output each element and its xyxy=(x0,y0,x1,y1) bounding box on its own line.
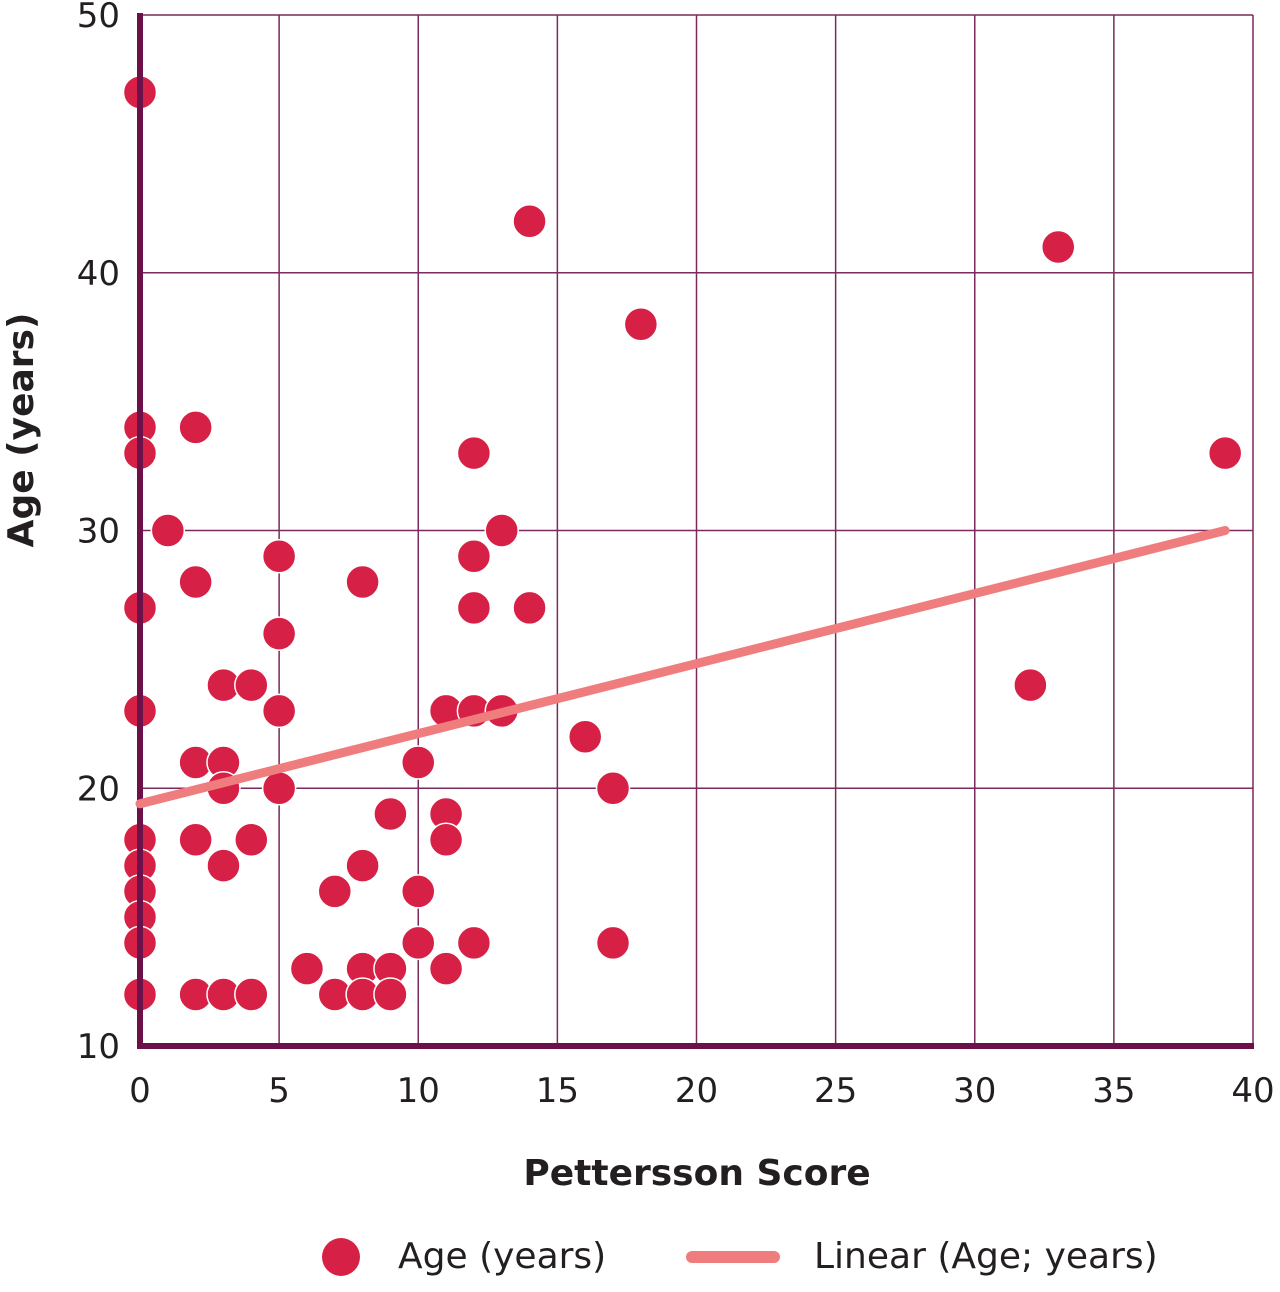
circle-marker-icon xyxy=(322,1237,360,1276)
data-point xyxy=(178,822,213,858)
data-point xyxy=(373,796,408,832)
legend: Age (years) Linear (Age; years) xyxy=(0,1236,1280,1292)
data-point xyxy=(234,822,269,858)
line-marker-icon xyxy=(686,1250,780,1263)
y-tick-label: 50 xyxy=(77,0,120,36)
legend-item-age: Age (years) xyxy=(322,1236,606,1277)
x-tick-label: 15 xyxy=(536,1071,579,1111)
x-tick-label: 25 xyxy=(814,1071,857,1111)
y-tick-label: 40 xyxy=(77,254,120,294)
data-point xyxy=(484,513,519,548)
data-point xyxy=(456,590,492,626)
data-point xyxy=(623,307,659,342)
data-point xyxy=(595,925,631,961)
data-point xyxy=(345,564,380,600)
data-point xyxy=(595,771,631,806)
data-point xyxy=(150,513,186,548)
data-point xyxy=(178,410,213,445)
y-tick-label: 10 xyxy=(77,1027,120,1067)
y-tick-label: 20 xyxy=(77,769,120,809)
grid-lines xyxy=(139,14,1254,1047)
data-point xyxy=(289,951,325,986)
x-tick-label: 10 xyxy=(397,1071,440,1111)
data-point xyxy=(401,925,436,961)
data-point xyxy=(512,590,547,626)
trend-line xyxy=(135,526,1230,809)
data-point xyxy=(178,564,213,600)
data-point xyxy=(345,848,380,883)
data-point xyxy=(401,745,436,780)
data-point xyxy=(512,203,547,239)
y-tick-label: 30 xyxy=(77,512,120,552)
legend-item-linear: Linear (Age; years) xyxy=(686,1236,1158,1277)
x-axis-title: Pettersson Score xyxy=(523,1153,870,1194)
axes xyxy=(137,13,1254,1049)
data-points xyxy=(122,75,1243,1012)
x-tick-labels: 0 5 10 15 20 25 30 35 40 xyxy=(129,1071,1274,1111)
data-point xyxy=(234,977,269,1012)
data-point xyxy=(261,693,297,729)
legend-label-age: Age (years) xyxy=(398,1236,607,1277)
data-point xyxy=(206,848,241,883)
data-point xyxy=(456,925,492,961)
legend-label-linear: Linear (Age; years) xyxy=(814,1236,1158,1277)
y-tick-labels: 10 20 30 40 50 xyxy=(77,0,120,1067)
data-point xyxy=(261,771,297,806)
x-tick-label: 35 xyxy=(1092,1071,1135,1111)
data-point xyxy=(373,977,408,1012)
data-point xyxy=(261,616,297,651)
data-point xyxy=(1207,435,1243,471)
data-point xyxy=(428,822,464,858)
x-tick-label: 20 xyxy=(675,1071,718,1111)
data-point xyxy=(317,874,353,909)
data-point xyxy=(234,667,269,703)
x-tick-label: 5 xyxy=(268,1071,290,1111)
x-tick-label: 30 xyxy=(953,1071,996,1111)
data-point xyxy=(567,719,603,754)
scatter-chart: 0 5 10 15 20 25 30 35 40 10 20 30 40 50 Pettersson S… xyxy=(1,0,1275,1194)
x-tick-label: 0 xyxy=(129,1071,151,1111)
data-point xyxy=(1040,229,1076,265)
data-point xyxy=(456,539,492,574)
data-point xyxy=(1013,667,1048,703)
linear-trendline xyxy=(135,526,1230,809)
data-point xyxy=(456,435,492,471)
x-tick-label: 40 xyxy=(1231,1071,1274,1111)
data-point xyxy=(261,539,297,574)
data-point xyxy=(401,874,436,909)
data-point xyxy=(428,951,464,986)
y-axis-title: Age (years) xyxy=(1,313,42,548)
